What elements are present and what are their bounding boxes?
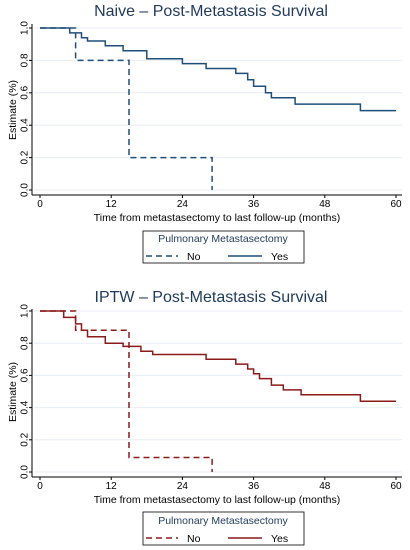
legend-title: Pulmonary Metastasectomy (158, 233, 288, 245)
x-tick-label: 0 (37, 481, 43, 492)
chart-naive: Naive – Post-Metastasis Survival 0.0 0.2 0… (7, 3, 402, 264)
y-tick-label: 0.4 (20, 400, 31, 414)
chart-iptw: IPTW – Post-Metastasis Survival 0.0 0.2 0.… (7, 289, 402, 546)
x-tick-label: 24 (177, 481, 189, 492)
y-tick-label: 0.2 (20, 150, 31, 164)
y-tick-label: 1.0 (20, 304, 31, 318)
legend-box (142, 230, 305, 264)
y-tick-label: 0.4 (20, 118, 31, 132)
legend-label-yes: Yes (271, 533, 288, 545)
legend-label-yes: Yes (271, 251, 288, 263)
series-yes-line (40, 27, 396, 112)
legend-label-no: No (187, 533, 201, 545)
y-tick-label: 0.0 (20, 465, 31, 479)
x-tick-label: 12 (106, 481, 118, 492)
x-tick-label: 60 (390, 481, 402, 492)
chart-title: IPTW – Post-Metastasis Survival (95, 289, 328, 306)
y-tick-label: 1.0 (20, 21, 31, 35)
x-tick-label: 36 (248, 199, 260, 210)
x-tick-label: 48 (319, 199, 331, 210)
legend-box (142, 511, 305, 546)
legend-title: Pulmonary Metastasectomy (158, 515, 288, 527)
x-tick-label: 24 (177, 199, 189, 210)
y-tick-label: 0.8 (20, 336, 31, 350)
y-tick-label: 0.0 (20, 183, 31, 197)
y-tick-label: 0.6 (20, 368, 31, 382)
x-tick-label: 36 (248, 481, 260, 492)
x-tick-label: 48 (319, 481, 331, 492)
series-no-line (40, 310, 213, 472)
x-tick-label: 0 (37, 199, 43, 210)
legend: Pulmonary Metastasectomy No Yes (142, 230, 305, 264)
x-axis-label: Time from metastasectomy to last follow-… (94, 494, 340, 506)
y-tick-label: 0.8 (20, 53, 31, 67)
chart-title: Naive – Post-Metastasis Survival (94, 3, 328, 20)
x-tick-label: 60 (390, 199, 402, 210)
series-yes-line (40, 310, 396, 402)
legend: Pulmonary Metastasectomy No Yes (142, 511, 305, 546)
y-tick-label: 0.6 (20, 85, 31, 99)
y-tick-label: 0.2 (20, 432, 31, 446)
x-axis-label: Time from metastasectomy to last follow-… (94, 212, 340, 224)
x-tick-label: 12 (106, 199, 118, 210)
legend-label-no: No (187, 251, 201, 263)
series-no-line (40, 27, 213, 190)
y-axis-label: Estimate (%) (7, 362, 19, 422)
y-axis-label: Estimate (%) (7, 80, 19, 140)
